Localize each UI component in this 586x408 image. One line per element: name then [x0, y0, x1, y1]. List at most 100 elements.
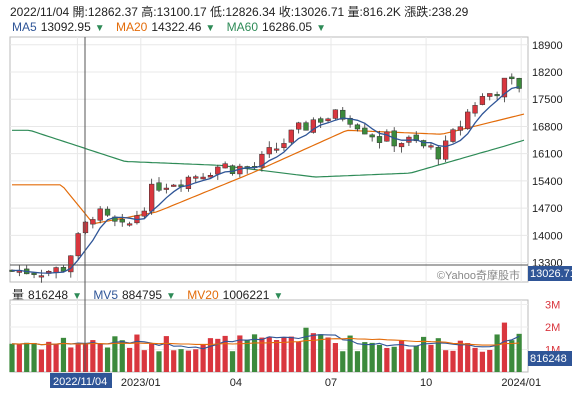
- candle-body: [384, 131, 390, 142]
- volume-bar: [9, 343, 15, 372]
- volume-bar: [457, 340, 463, 372]
- vol-toggle-icon[interactable]: ▼: [72, 291, 82, 302]
- price-tick: 17500: [532, 94, 563, 106]
- ma20-toggle-icon[interactable]: ▼: [205, 23, 216, 34]
- price-tick: 16100: [532, 149, 563, 161]
- candle-body: [273, 148, 280, 151]
- volume-bar: [501, 322, 508, 372]
- mv5-path: [11, 334, 520, 350]
- volume-bar: [193, 349, 199, 372]
- volume-bar: [509, 340, 515, 372]
- ma5-label: MA5: [12, 20, 37, 34]
- vol-label: 量: [12, 288, 25, 302]
- volume-bar: [119, 340, 125, 372]
- volume-bar: [391, 346, 397, 372]
- volume-bar: [281, 337, 287, 372]
- open-label: 開:: [72, 5, 88, 19]
- mv5-toggle-icon[interactable]: ▼: [166, 291, 176, 302]
- candle-body: [229, 165, 236, 174]
- candle-body: [259, 153, 265, 168]
- candle-body: [163, 187, 169, 190]
- mv20-path: [11, 337, 520, 346]
- quote-header: 2022/11/04 開:12862.37 高:13100.17 低:12826…: [10, 3, 468, 20]
- candle-body: [288, 129, 294, 143]
- volume-value: 816.2K: [362, 5, 401, 19]
- price-tick: 18200: [532, 67, 563, 79]
- low-value: 12826.34: [225, 5, 276, 19]
- volume-bar: [516, 333, 522, 372]
- ma5-toggle-icon[interactable]: ▼: [94, 23, 105, 34]
- candle-body: [406, 136, 412, 143]
- volume-bar: [38, 349, 44, 372]
- candle-body: [479, 96, 486, 105]
- volume-bar: [413, 345, 419, 372]
- volume-bar: [479, 351, 485, 372]
- ma5-path: [11, 86, 520, 274]
- volume-bar: [340, 351, 346, 372]
- candles: [9, 73, 522, 283]
- vol-value: 816248: [28, 288, 69, 302]
- volume-bar: [222, 335, 228, 372]
- candle-body: [112, 216, 118, 222]
- x-tick: 2023/01: [121, 377, 161, 389]
- ma60-toggle-icon[interactable]: ▼: [316, 23, 326, 34]
- candle-body: [251, 166, 258, 169]
- volume-ma-lines: [11, 334, 520, 350]
- close-value: 13026.71: [294, 5, 345, 19]
- ma20-label: MA20: [116, 20, 148, 34]
- candle-body: [141, 210, 147, 217]
- candle-body: [119, 219, 125, 223]
- volume-bar: [487, 349, 493, 372]
- volume-panel-frame: [9, 299, 529, 373]
- volume-bar: [303, 327, 309, 372]
- volume-bar: [229, 351, 236, 372]
- crosshair-date-tag-bg: [50, 373, 112, 388]
- volume-bar: [75, 344, 81, 372]
- ma-legend: MA5 13092.95 ▼ MA20 14322.46 ▼ MA60 16286.05 ▼: [12, 20, 334, 34]
- volume-bar: [171, 350, 177, 372]
- candle-body: [149, 183, 155, 212]
- mv5-value: 884795: [122, 288, 163, 302]
- mv20-label: MV20: [187, 288, 219, 302]
- candle-body: [281, 143, 287, 148]
- high-value: 13100.17: [156, 5, 207, 19]
- close-label: 收:: [278, 5, 295, 19]
- mv20-toggle-icon[interactable]: ▼: [273, 291, 284, 302]
- ma5-line: [11, 86, 520, 274]
- candle-body: [435, 147, 441, 160]
- candle-body: [237, 165, 243, 175]
- crosshair-vol-tag: 816248: [530, 353, 567, 365]
- volume-bar: [163, 336, 169, 372]
- volume-bar: [347, 335, 353, 372]
- volume-bar: [369, 342, 375, 372]
- volume-bar: [178, 349, 184, 372]
- candle-body: [90, 219, 96, 225]
- candle-body: [156, 182, 162, 191]
- ma60-line: [12, 129, 525, 178]
- volume-bars: [9, 322, 522, 372]
- price-tick: 15400: [532, 176, 563, 188]
- candle-body: [97, 208, 103, 221]
- price-axis: 18900 18200 17500 16800 16100 15400 14700 14000…: [532, 40, 563, 270]
- vol-tick: 3M: [545, 300, 560, 312]
- volume-bar: [244, 339, 250, 372]
- ma20-line: [12, 113, 525, 224]
- volume-bar: [428, 344, 434, 372]
- candle-body: [487, 93, 493, 97]
- candle-body: [391, 130, 397, 147]
- candle-body: [207, 175, 214, 178]
- candle-body: [171, 184, 177, 187]
- candle-body: [509, 76, 515, 80]
- volume-bar: [53, 343, 59, 372]
- price-tick: 13300: [532, 258, 563, 270]
- volume-bar: [325, 337, 331, 372]
- candle-body: [75, 233, 81, 257]
- candle-body: [450, 129, 456, 142]
- vol-tick: 1M: [545, 345, 560, 357]
- mv5-label: MV5: [93, 288, 118, 302]
- candle-body: [215, 166, 221, 175]
- change-value: 238.29: [431, 5, 469, 19]
- candle-body: [31, 272, 37, 275]
- candle-body: [340, 109, 346, 120]
